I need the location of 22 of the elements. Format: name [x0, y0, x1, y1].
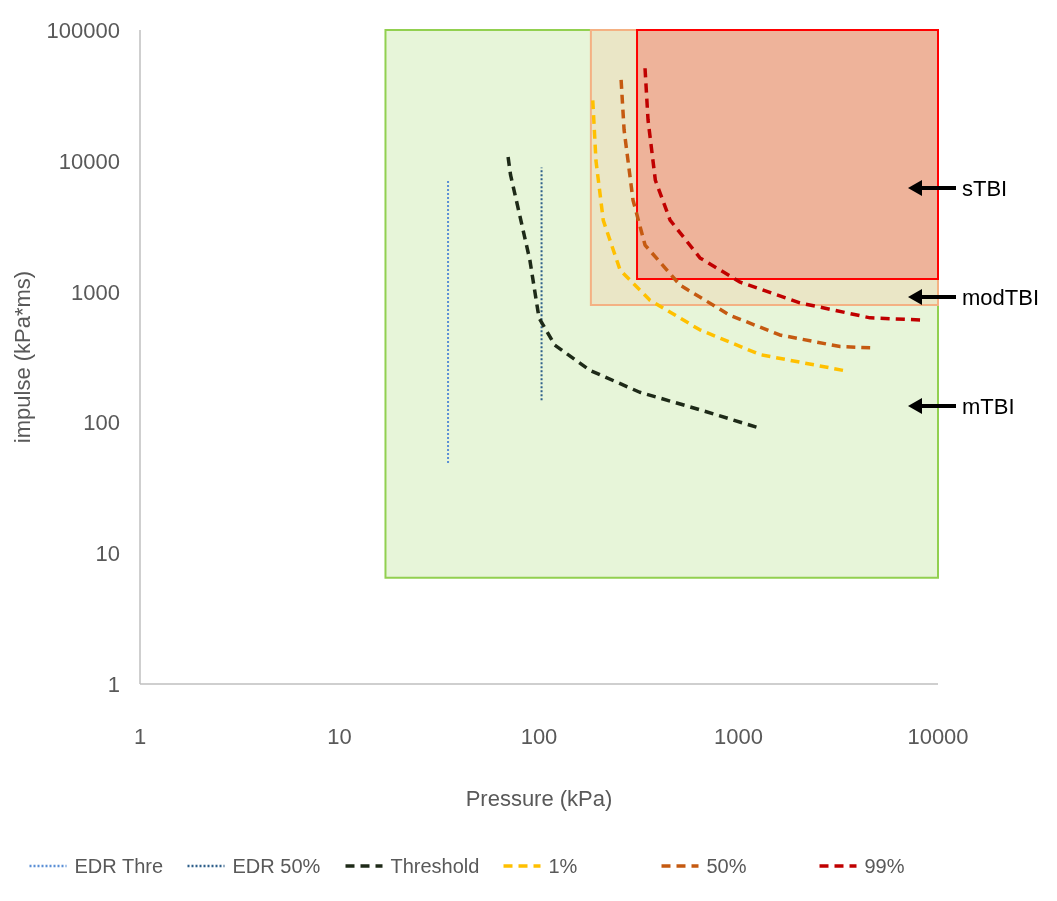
y-tick-label: 1000: [71, 279, 120, 305]
text: modTBI: [962, 285, 1040, 310]
legend-label: EDR Thre: [74, 855, 164, 877]
x-tick-label: 100: [520, 724, 558, 749]
y-tick-label: 10: [95, 541, 120, 567]
y-tick-label: 100: [83, 410, 120, 436]
y-tick-label: 1: [107, 672, 120, 697]
y-tick-label: 100000: [46, 18, 120, 43]
y-tick-label: 10000: [58, 148, 120, 174]
y-axis-title: impulse (kPa*ms): [10, 270, 35, 444]
x-tick-label: 1: [133, 724, 147, 749]
legend-label: 99%: [864, 855, 905, 877]
legend-label: Threshold: [390, 855, 480, 877]
text: sTBI: [962, 176, 1008, 201]
text: mTBI: [962, 394, 1015, 419]
x-tick-label: 1000: [714, 724, 763, 749]
x-tick-label: 10000: [907, 724, 969, 749]
x-tick-label: 10: [327, 724, 352, 749]
legend-label: 50%: [706, 855, 747, 877]
legend-label: 1%: [548, 855, 578, 877]
legend-label: EDR 50%: [232, 855, 321, 877]
x-axis-title: Pressure (kPa): [465, 786, 613, 811]
